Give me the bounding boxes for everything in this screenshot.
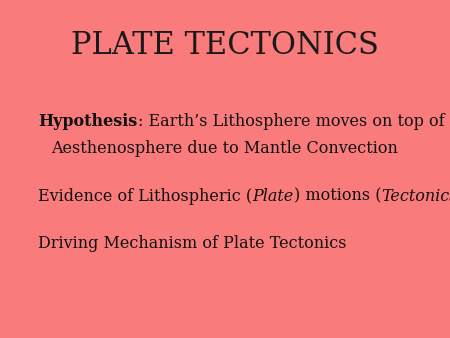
Text: ) motions (: ) motions ( bbox=[293, 188, 381, 204]
Text: Driving Mechanism of Plate Tectonics: Driving Mechanism of Plate Tectonics bbox=[38, 235, 347, 252]
Text: Evidence of Lithospheric (: Evidence of Lithospheric ( bbox=[38, 188, 252, 204]
Text: Tectonics: Tectonics bbox=[381, 188, 450, 204]
Text: PLATE TECTONICS: PLATE TECTONICS bbox=[71, 30, 379, 61]
Text: Plate: Plate bbox=[252, 188, 293, 204]
Text: Aesthenosphere due to Mantle Convection: Aesthenosphere due to Mantle Convection bbox=[52, 140, 398, 157]
Text: : Earth’s Lithosphere moves on top of: : Earth’s Lithosphere moves on top of bbox=[138, 113, 444, 130]
Text: Hypothesis: Hypothesis bbox=[38, 113, 138, 130]
